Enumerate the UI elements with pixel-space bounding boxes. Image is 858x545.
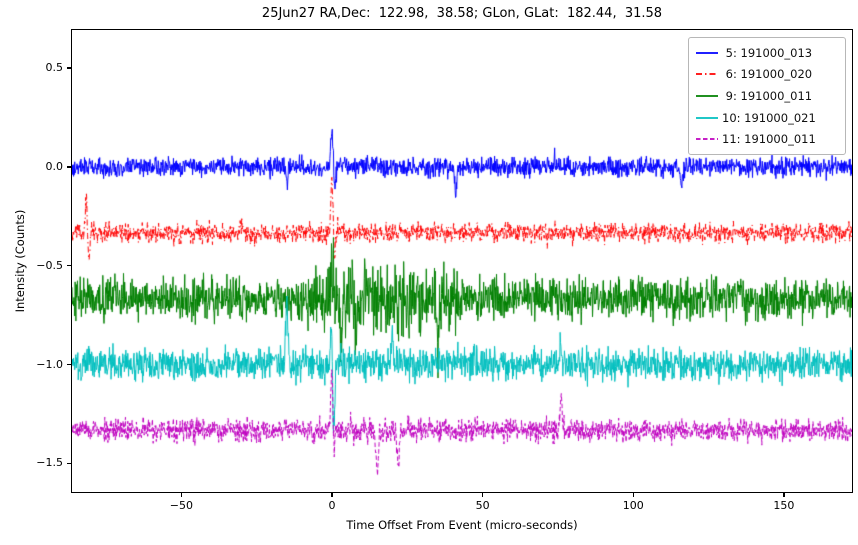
x-tick-label: 150 <box>773 499 795 512</box>
y-tick-label: 0.5 <box>45 61 64 75</box>
x-axis-label: Time Offset From Event (micro-seconds) <box>346 518 578 532</box>
legend-label: 11: 191000_011 <box>722 132 816 147</box>
x-tick-mark <box>632 493 635 497</box>
x-tick-label: 0 <box>328 499 336 512</box>
legend-label: 5: 191000_013 <box>722 45 813 60</box>
y-tick-mark <box>67 462 71 465</box>
legend-line-icon <box>696 116 718 119</box>
y-tick-mark <box>67 264 71 267</box>
legend-item: 9: 191000_011 <box>693 85 839 107</box>
chart-title: 25Jun27 RA,Dec: 122.98, 38.58; GLon, GLa… <box>261 6 663 21</box>
legend-item: 11: 191000_011 <box>693 128 839 150</box>
y-tick-mark <box>67 363 71 366</box>
y-tick-label: 0.0 <box>45 159 64 173</box>
legend-label: 6: 191000_020 <box>722 67 813 82</box>
x-tick-label: −50 <box>169 499 193 512</box>
legend-item: 5: 191000_013 <box>693 42 839 64</box>
legend: 5: 191000_013 6: 191000_020 9: 191000_01… <box>688 37 846 155</box>
legend-item: 10: 191000_021 <box>693 107 839 129</box>
x-tick-label: 100 <box>622 499 644 512</box>
x-tick-mark <box>481 493 484 497</box>
y-tick-label: −1.0 <box>36 357 63 371</box>
legend-item: 6: 191000_020 <box>693 64 839 86</box>
y-tick-mark <box>67 67 71 69</box>
legend-line-icon <box>696 73 718 76</box>
legend-line-icon <box>696 95 718 97</box>
x-tick-mark <box>331 493 333 497</box>
legend-label: 9: 191000_011 <box>722 88 813 103</box>
legend-line-icon <box>696 51 718 54</box>
x-tick-mark <box>783 493 785 497</box>
y-tick-label: −0.5 <box>36 258 63 272</box>
legend-line-icon <box>696 138 718 141</box>
x-tick-label: 50 <box>475 499 490 512</box>
legend-label: 10: 191000_021 <box>722 110 816 125</box>
plot-area: 5: 191000_013 6: 191000_020 9: 191000_01… <box>71 29 853 493</box>
y-tick-mark <box>67 166 71 168</box>
x-tick-mark <box>180 493 183 497</box>
y-tick-label: −1.5 <box>36 456 63 470</box>
